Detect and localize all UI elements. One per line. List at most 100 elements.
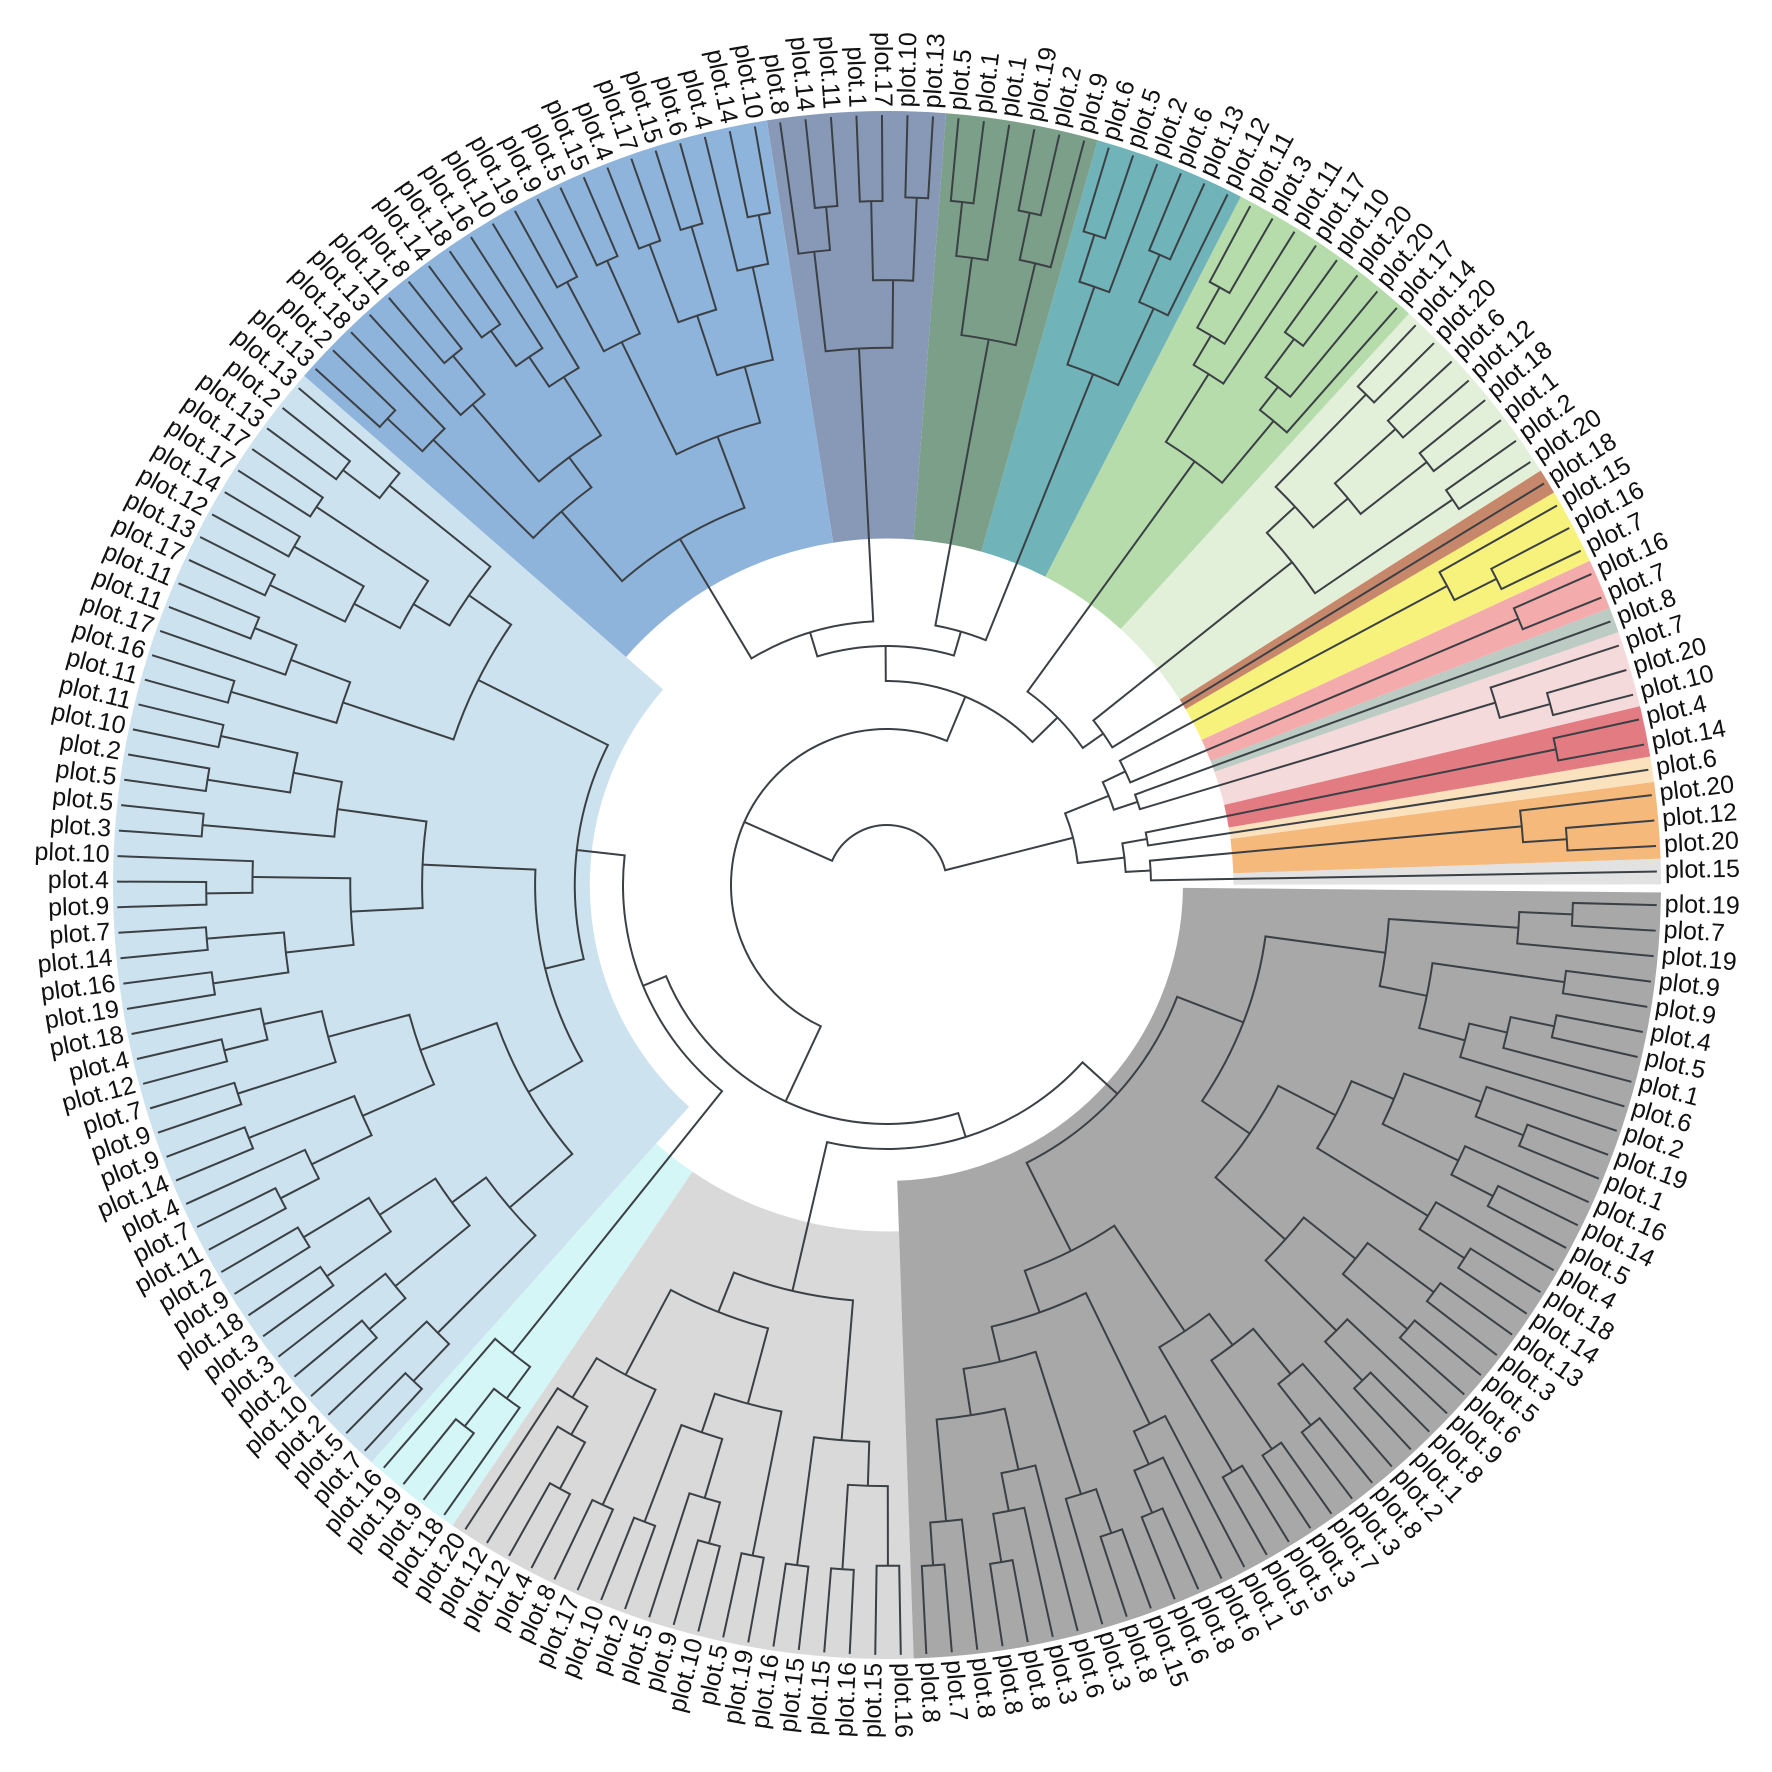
branch [1000,1464,1079,1632]
branch [935,1407,1020,1522]
branch [1264,290,1379,399]
leaf-label: plot.4 [48,866,109,894]
branch [1121,838,1151,873]
branch [470,236,544,368]
branch [1017,129,1061,217]
leaf-label: plot.20 [1663,826,1739,858]
branch [823,1567,855,1655]
leaf-label: plot.19 [1664,890,1740,920]
leaf-label: plot.8 [914,1661,945,1724]
branch [1417,962,1565,1042]
branch [383,1337,532,1469]
branch [159,627,298,677]
branch [1450,1144,1590,1204]
branch [728,126,772,219]
branch [1333,428,1428,516]
branch [1132,1414,1246,1568]
branch [1144,748,1649,847]
leaf-label: plot.15 [859,1663,888,1738]
clade-wedge [1201,560,1610,762]
branch [123,971,217,1010]
branch [642,974,967,1138]
branch [1195,231,1296,346]
branch [1264,1216,1357,1332]
branch [722,1552,765,1643]
clade-wedge [1224,706,1651,828]
branch [293,1319,379,1397]
clade-wedge [1230,781,1661,874]
branch [269,545,366,623]
leaf-label: plot.15 [802,1659,836,1736]
clade-wedge [1185,492,1590,740]
leaf-label: plot.16 [888,1663,917,1739]
branch [643,1423,724,1523]
branch [342,594,513,741]
leaf-label: plot.7 [48,918,111,950]
clade-shading [112,111,1661,1659]
branch [1561,969,1652,1008]
branch [1101,770,1138,812]
clade-wedge [1228,756,1655,839]
branch [566,260,642,353]
clade-wedge [766,111,947,543]
leaf-label: plot.10 [892,32,922,108]
clade-wedge [1214,632,1641,805]
branch [298,387,401,500]
branch [884,645,1059,744]
leaf-label: plot.10 [34,838,110,869]
branch [1118,585,1519,784]
branch [1418,1200,1555,1272]
branch [1474,1085,1618,1137]
branch [730,696,967,1102]
clade-wedge [981,140,1241,577]
clade-wedge [304,120,834,658]
branch [514,198,579,289]
branch [237,448,325,518]
branch [303,1196,393,1278]
branch [1550,1014,1644,1059]
clade-wedge [112,375,690,1463]
leaf-label: plot.7 [1663,916,1726,948]
branch [118,926,209,960]
branch [1274,393,1367,529]
branch [1545,669,1634,717]
leaf-label: plot.12 [1661,798,1738,832]
clade-wedge [1233,858,1661,885]
branch [553,1498,615,1591]
branch [700,1392,783,1556]
branch [247,1265,335,1338]
branch [168,582,261,640]
branch [327,1013,436,1117]
leaf-label: plot.5 [944,48,978,112]
branch [277,1272,407,1358]
leaf-label: plot.15 [1665,855,1741,884]
branch [248,1094,373,1166]
branch [443,1387,521,1516]
branch [1140,1507,1200,1600]
branch [202,771,344,838]
leaf-label: plot.16 [830,1661,862,1737]
leaf-labels: plot.15plot.20plot.12plot.20plot.6plot.1… [34,32,1740,1738]
branch [696,266,775,377]
branch [672,1539,722,1632]
branch [1137,193,1229,317]
leaf-label: plot.7 [940,1659,973,1722]
clade-wedge [371,1143,693,1526]
clade-wedge [1045,196,1410,630]
branch [1221,1464,1290,1556]
branch [772,1562,810,1651]
branch [1261,1441,1333,1529]
branch [717,1271,855,1441]
branch [1063,794,1125,865]
branch [679,348,875,660]
branch [1438,504,1558,602]
clade-wedge [452,1171,914,1659]
branch [491,223,581,388]
leaf-label: plot.9 [48,892,110,922]
leaf-label: plot.17 [869,32,897,107]
branch [990,1291,1151,1425]
branch [131,1007,269,1052]
branch [132,703,225,749]
branch [813,251,895,353]
